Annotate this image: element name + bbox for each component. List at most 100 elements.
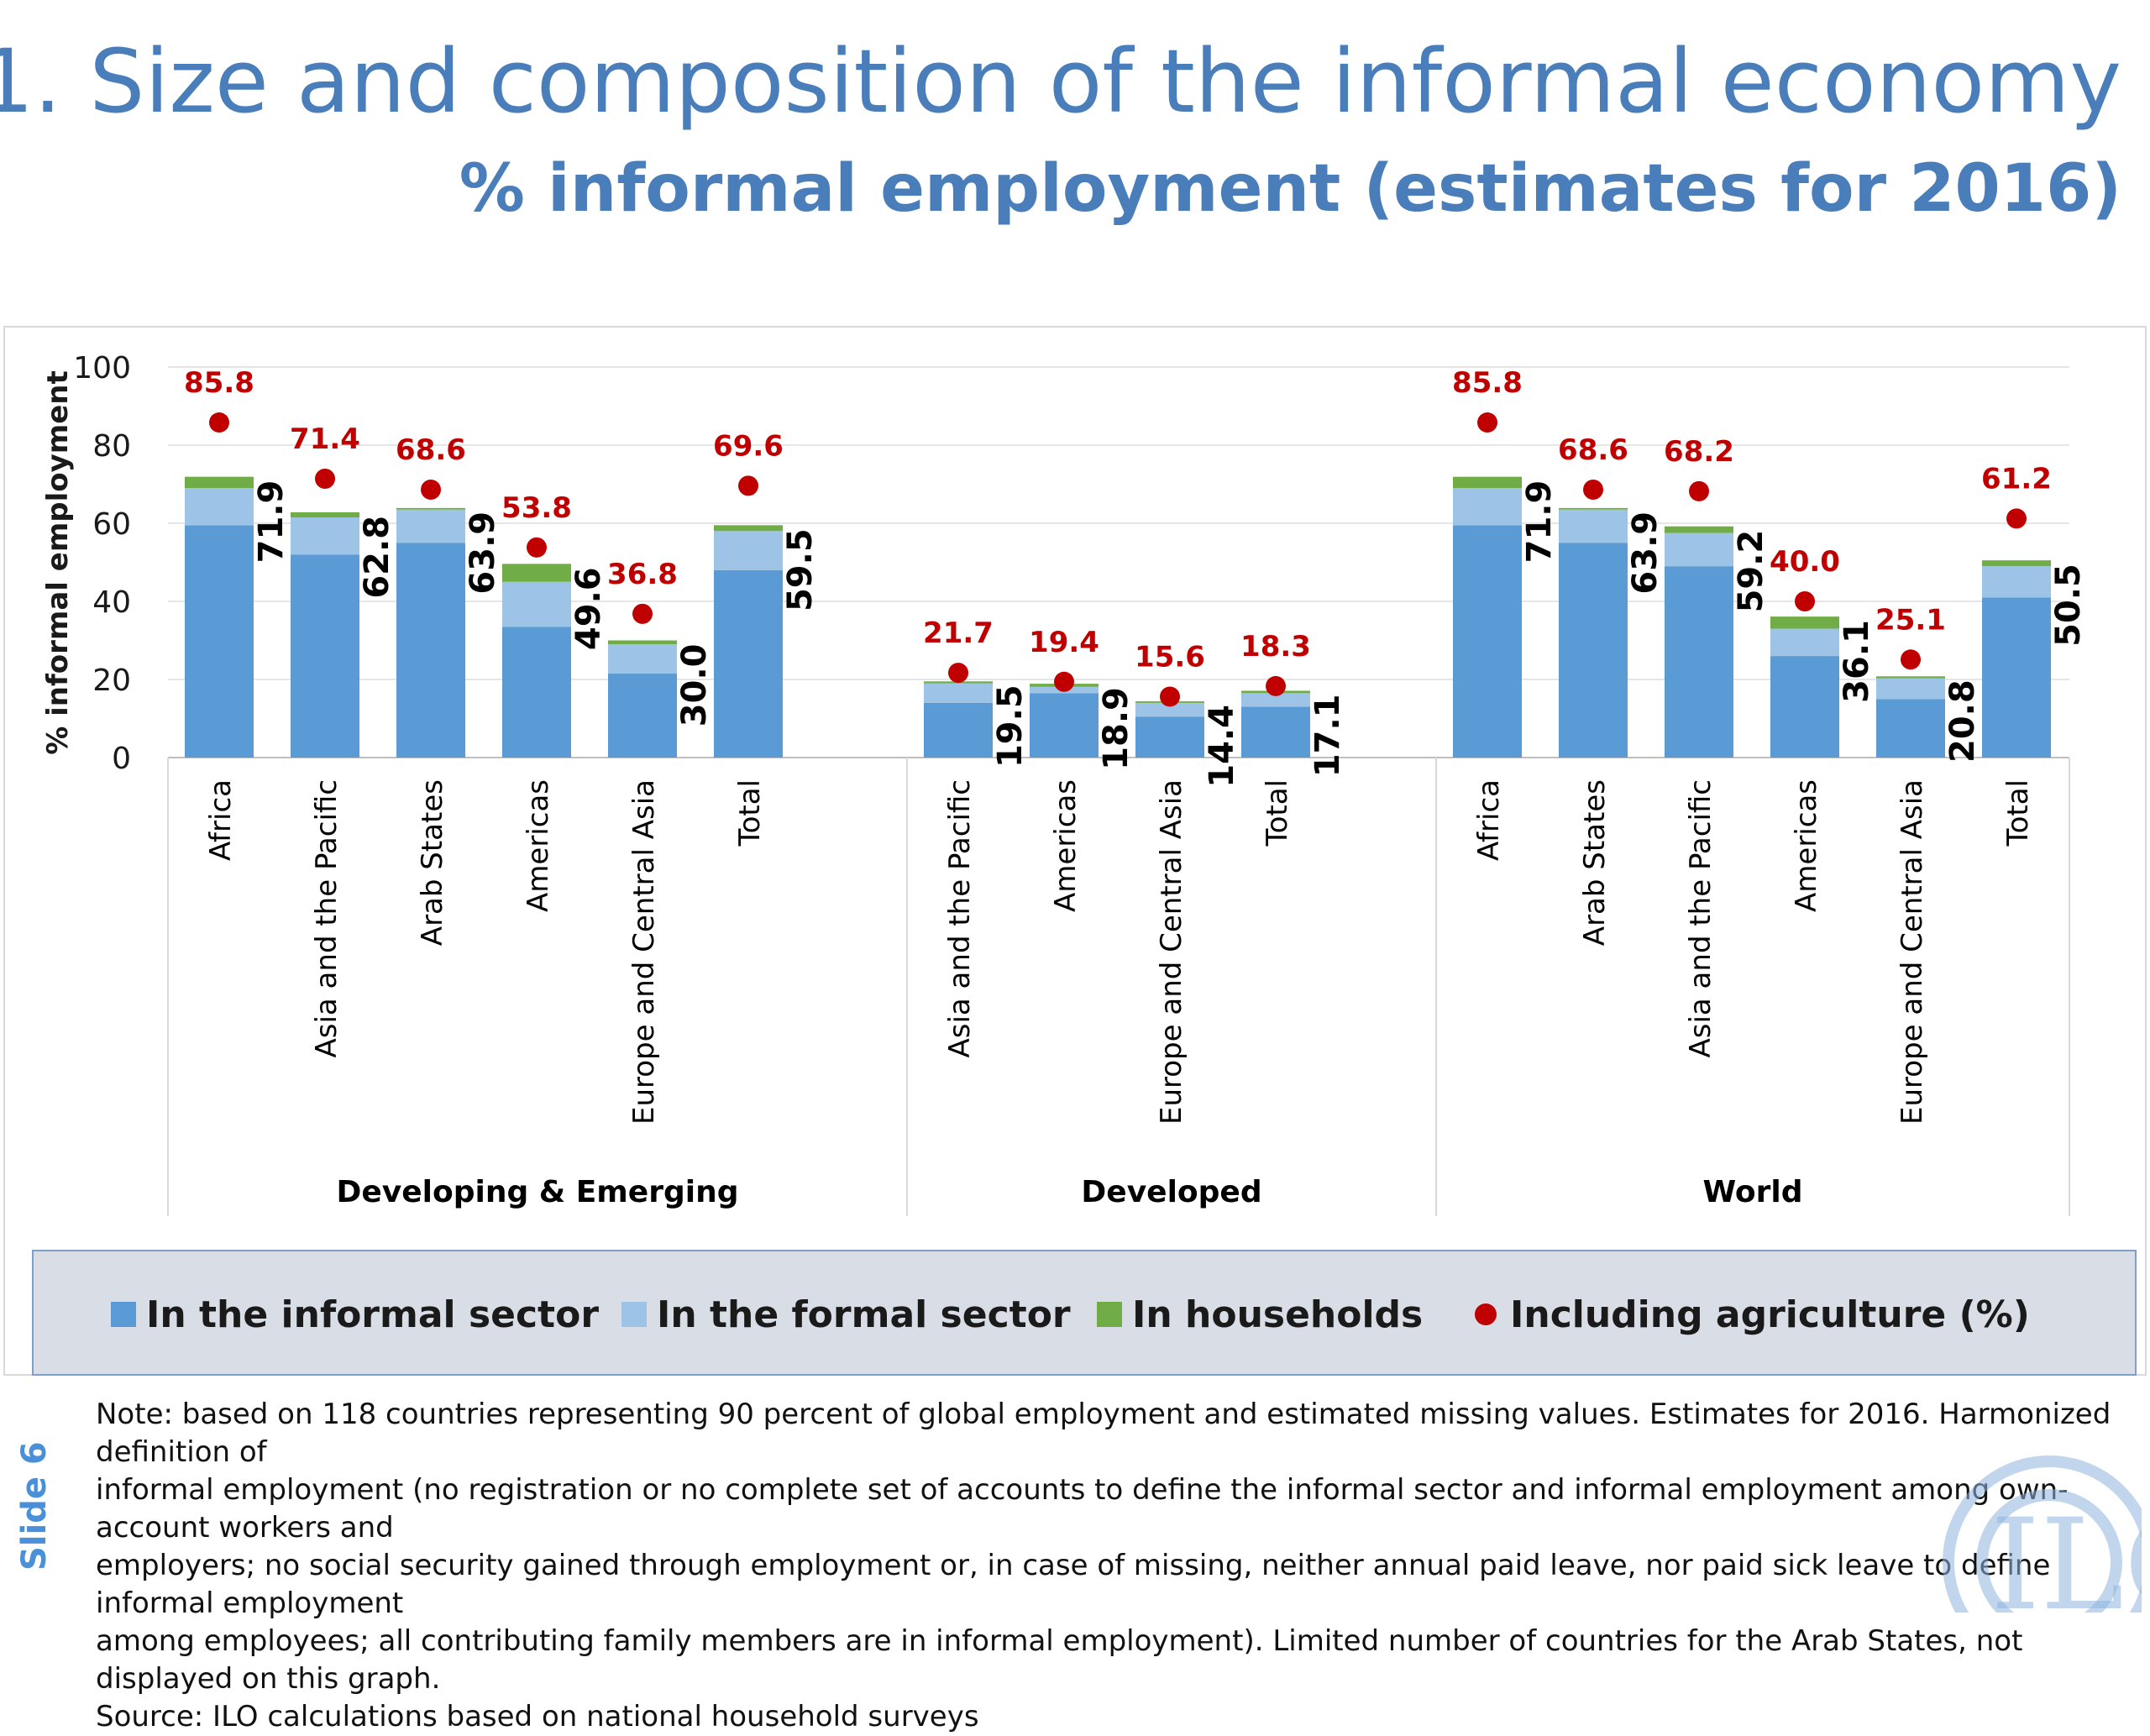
agriculture-value-label: 53.8 bbox=[501, 491, 572, 525]
bar-households bbox=[291, 511, 359, 518]
bar-households bbox=[1665, 526, 1733, 533]
bar-total-label: 36.1 bbox=[1838, 620, 1876, 703]
bar-informal-sector bbox=[1241, 706, 1310, 758]
agriculture-marker bbox=[421, 480, 441, 501]
category-label: Total bbox=[1261, 779, 1294, 847]
legend-item-agriculture: Including agriculture (%) bbox=[1475, 1251, 2030, 1377]
group-label: Developing & Emerging bbox=[336, 1175, 738, 1209]
agriculture-value-label: 21.7 bbox=[923, 616, 994, 650]
footnote-source: Source: ILO calculations based on nation… bbox=[96, 1700, 979, 1733]
bar-formal-sector bbox=[291, 517, 359, 555]
bar-formal-sector bbox=[1876, 678, 1945, 700]
category-label: Asia and the Pacific bbox=[943, 779, 977, 1058]
stacked-bar-chart: 0 20 40 60 80 100% informal employment 71.9 85.… bbox=[3, 326, 2147, 1376]
legend-swatch-informal bbox=[111, 1302, 136, 1327]
bar-formal-sector bbox=[396, 509, 465, 543]
category-label: Europe and Central Asia bbox=[1896, 779, 1929, 1125]
bar-households bbox=[1770, 616, 1839, 629]
agriculture-marker bbox=[1477, 412, 1497, 433]
bar-formal-sector bbox=[185, 488, 254, 526]
group-label: World bbox=[1702, 1175, 1802, 1209]
bar-formal-sector bbox=[502, 581, 571, 627]
bar-formal-sector bbox=[1241, 693, 1310, 707]
group-label: Developed bbox=[1081, 1175, 1261, 1209]
footnote-line: informal employment (no registration or … bbox=[96, 1473, 2069, 1545]
bar-formal-sector bbox=[924, 683, 993, 703]
category-label: Europe and Central Asia bbox=[1155, 779, 1188, 1125]
bar-formal-sector bbox=[1665, 532, 1733, 567]
bar-households bbox=[502, 564, 571, 582]
bar-households bbox=[1453, 476, 1522, 489]
bar-informal-sector bbox=[1135, 716, 1204, 758]
agriculture-value-label: 68.2 bbox=[1664, 435, 1734, 469]
agriculture-marker bbox=[1583, 480, 1603, 501]
y-tick-label: 100 bbox=[73, 351, 131, 385]
bar-total-label: 18.9 bbox=[1097, 687, 1135, 770]
agriculture-value-label: 36.8 bbox=[607, 558, 678, 591]
bar-total-label: 50.5 bbox=[2049, 564, 2088, 647]
category-label: Arab States bbox=[1578, 779, 1612, 946]
agriculture-marker bbox=[1689, 480, 1709, 501]
footnote-line: among employees; all contributing family… bbox=[96, 1624, 2023, 1696]
bar-formal-sector bbox=[714, 531, 783, 570]
category-label: Americas bbox=[1049, 779, 1083, 912]
bar-total-label: 62.8 bbox=[358, 516, 396, 599]
bar-total-label: 14.4 bbox=[1203, 705, 1241, 788]
category-label: Africa bbox=[204, 779, 238, 861]
agriculture-marker bbox=[632, 603, 653, 624]
bar-total-label: 63.9 bbox=[1626, 511, 1665, 595]
legend-label-formal: In the formal sector bbox=[657, 1293, 1071, 1336]
chart-legend: In the informal sector In the formal sec… bbox=[32, 1250, 2137, 1376]
agriculture-value-label: 68.6 bbox=[1558, 433, 1628, 467]
footnote-line: Note: based on 118 countries representin… bbox=[96, 1398, 2111, 1469]
y-axis-title: % informal employment bbox=[41, 370, 75, 755]
category-label: Americas bbox=[522, 779, 555, 912]
footnote: Note: based on 118 countries representin… bbox=[96, 1396, 2128, 1736]
bar-informal-sector bbox=[714, 569, 783, 758]
bar-households bbox=[185, 476, 254, 489]
agriculture-marker bbox=[1160, 686, 1180, 707]
bar-total-label: 63.9 bbox=[464, 511, 502, 595]
y-tick-label: 20 bbox=[92, 663, 131, 698]
bar-informal-sector bbox=[1770, 656, 1839, 758]
bar-informal-sector bbox=[1030, 693, 1099, 758]
bar-informal-sector bbox=[502, 627, 571, 758]
slide-title: 1. Size and composition of the informal … bbox=[0, 30, 2121, 133]
bar-informal-sector bbox=[1453, 525, 1522, 758]
y-tick-label: 0 bbox=[112, 742, 131, 776]
category-label: Arab States bbox=[416, 779, 449, 946]
bar-households bbox=[1982, 560, 2051, 567]
agriculture-marker bbox=[1054, 671, 1074, 692]
ilo-logo: ILO bbox=[1943, 1455, 2142, 1613]
category-label: Africa bbox=[1472, 779, 1506, 861]
bar-total-label: 17.1 bbox=[1308, 694, 1347, 777]
category-label: Total bbox=[733, 779, 767, 847]
category-label: Americas bbox=[1790, 779, 1823, 912]
agriculture-value-label: 61.2 bbox=[1981, 462, 2052, 496]
bar-informal-sector bbox=[291, 554, 359, 758]
svg-text:ILO: ILO bbox=[1990, 1492, 2142, 1613]
bar-informal-sector bbox=[1665, 566, 1733, 758]
bar-formal-sector bbox=[1453, 488, 1522, 526]
y-tick-label: 40 bbox=[92, 585, 131, 620]
legend-item-households: In households bbox=[1097, 1251, 1423, 1377]
bar-total-label: 49.6 bbox=[569, 567, 608, 650]
slide-subtitle: % informal employment (estimates for 201… bbox=[459, 151, 2121, 227]
agriculture-marker bbox=[1795, 591, 1815, 611]
legend-label-households: In households bbox=[1132, 1293, 1424, 1336]
bar-formal-sector bbox=[1770, 628, 1839, 657]
legend-label-agriculture: Including agriculture (%) bbox=[1510, 1293, 2030, 1336]
agriculture-marker bbox=[1901, 649, 1921, 670]
bar-total-label: 71.9 bbox=[1520, 480, 1559, 564]
category-label: Total bbox=[2001, 779, 2035, 847]
bar-informal-sector bbox=[608, 674, 677, 758]
agriculture-value-label: 19.4 bbox=[1029, 626, 1099, 659]
bar-total-label: 19.5 bbox=[991, 684, 1030, 768]
legend-swatch-formal bbox=[621, 1302, 647, 1327]
agriculture-value-label: 25.1 bbox=[1875, 603, 1946, 637]
slide-number: Slide 6 bbox=[15, 1441, 54, 1571]
agriculture-value-label: 68.6 bbox=[396, 433, 466, 467]
bar-formal-sector bbox=[1982, 566, 2051, 598]
agriculture-marker bbox=[2006, 508, 2027, 529]
bar-formal-sector bbox=[1559, 509, 1628, 543]
